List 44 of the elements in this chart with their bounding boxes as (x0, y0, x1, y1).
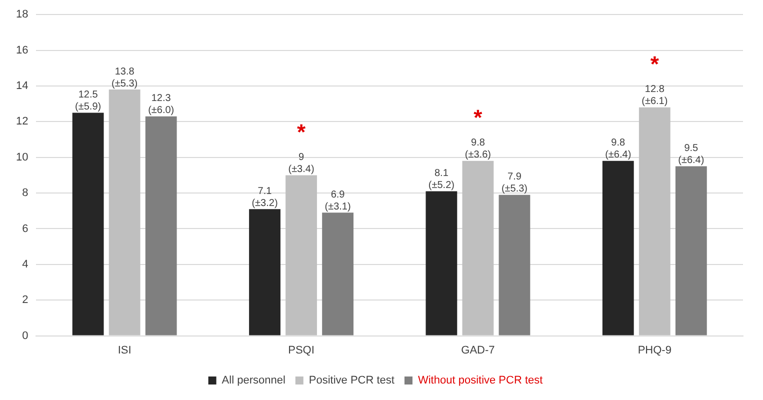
data-label: 12.5 (±5.9) (75, 89, 102, 112)
y-tick-label: 8 (22, 187, 28, 200)
x-tick-label: ISI (118, 344, 132, 356)
data-label: 12.3 (±6.0) (148, 93, 174, 116)
y-tick-label: 16 (16, 44, 28, 56)
bar (602, 160, 634, 336)
bar (108, 90, 140, 336)
data-label: 13.8 (±5.3) (112, 66, 138, 90)
y-tick-label: 2 (22, 294, 28, 306)
bar (638, 107, 670, 336)
data-label: 12.8 (±6.1) (642, 84, 668, 108)
data-label: 9 (±3.4) (288, 152, 314, 175)
data-label: 9.5 (±6.4) (678, 143, 704, 166)
data-label: 9.8 (±6.4) (605, 138, 632, 161)
y-tick-label: 6 (22, 222, 28, 235)
bar (145, 116, 177, 336)
data-label: 6.9 (±3.1) (324, 189, 351, 212)
bar (675, 166, 707, 336)
data-label: 7.9 (±5.3) (501, 172, 528, 195)
bar (462, 160, 494, 336)
x-tick-label: PSQI (288, 344, 314, 356)
legend-label: All personnel (222, 374, 286, 387)
x-tick-label: GAD-7 (461, 344, 495, 356)
bar (498, 194, 530, 336)
x-tick-label: PHQ-9 (638, 344, 672, 356)
legend-label: Positive PCR test (308, 374, 394, 387)
data-label: 7.1 (±3.2) (252, 186, 278, 209)
y-tick-label: 18 (16, 8, 28, 21)
annotation: * (296, 119, 306, 144)
annotation: * (650, 51, 660, 76)
bar (322, 212, 354, 336)
bar (72, 112, 104, 336)
annotation: * (474, 104, 483, 130)
y-tick-label: 10 (16, 151, 28, 164)
data-label: 8.1 (±5.2) (428, 168, 454, 192)
y-tick-label: 12 (16, 116, 28, 128)
bar (286, 175, 317, 336)
y-tick-label: 14 (16, 80, 28, 92)
y-tick-label: 4 (22, 258, 28, 270)
bar (249, 209, 280, 336)
legend-label: Without positive PCR test (418, 374, 543, 387)
data-label: 9.8 (±3.6) (464, 138, 491, 161)
y-tick-label: 0 (22, 330, 28, 342)
bar (426, 191, 458, 336)
